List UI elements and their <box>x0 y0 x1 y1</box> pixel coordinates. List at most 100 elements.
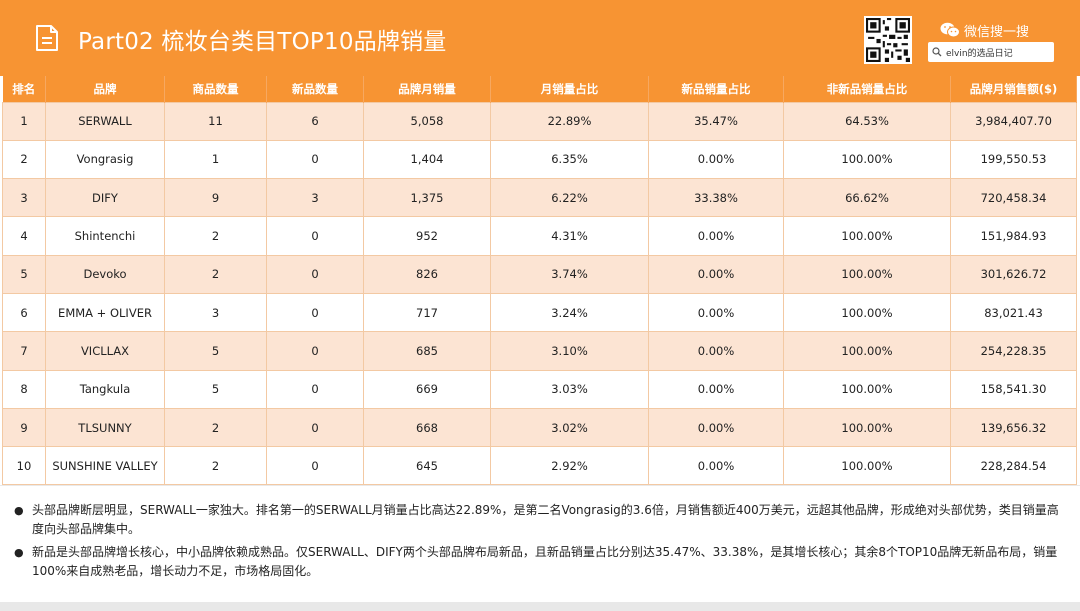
table-cell: 100.00% <box>783 254 951 294</box>
table-cell: 100.00% <box>783 331 951 371</box>
table-cell: 6.35% <box>490 139 649 180</box>
bullet-icon: ● <box>14 504 24 517</box>
table-cell: 3,984,407.70 <box>950 101 1077 141</box>
column-header: 新品数量 <box>266 76 364 102</box>
table-cell: 6 <box>2 292 46 333</box>
table-cell: 0 <box>266 254 364 294</box>
table-cell: 1,375 <box>363 178 491 218</box>
table-cell: 826 <box>363 254 491 294</box>
table-cell: 9 <box>2 407 46 448</box>
table-row: 7 VICLLAX 5 0 685 3.10% 0.00% 100.00% 254,228.35 <box>2 331 1077 371</box>
table-cell: 2 <box>2 139 46 180</box>
table-cell: 100.00% <box>783 139 951 180</box>
table-cell: 9 <box>164 178 267 218</box>
column-header: 新品销量占比 <box>648 76 784 102</box>
table-cell: Shintenchi <box>45 216 165 256</box>
column-header: 品牌月销售额($) <box>950 76 1077 102</box>
table-cell: 5 <box>164 331 267 371</box>
brand-sales-table: 排名 品牌 商品数量 新品数量 品牌月销量 月销量占比 新品销量占比 非新品销量… <box>2 76 1077 486</box>
column-header: 商品数量 <box>164 76 267 102</box>
table-cell: 0.00% <box>648 139 784 180</box>
table-cell: 228,284.54 <box>950 446 1077 486</box>
table-cell: 3 <box>2 178 46 218</box>
table-cell: 1 <box>2 101 46 141</box>
table-cell: 7 <box>2 331 46 371</box>
table-row: 8 Tangkula 5 0 669 3.03% 0.00% 100.00% 158,541.3… <box>2 369 1077 409</box>
table-cell: 0.00% <box>648 369 784 409</box>
table-cell: 100.00% <box>783 446 951 486</box>
bullet-icon: ● <box>14 546 24 559</box>
document-icon <box>36 25 58 51</box>
table-cell: VICLLAX <box>45 331 165 371</box>
table-cell: EMMA + OLIVER <box>45 292 165 333</box>
table-cell: 199,550.53 <box>950 139 1077 180</box>
table-cell: Devoko <box>45 254 165 294</box>
table-cell: 35.47% <box>648 101 784 141</box>
table-cell: 0.00% <box>648 216 784 256</box>
table-cell: 0 <box>266 407 364 448</box>
column-header: 品牌 <box>45 76 165 102</box>
table-cell: 0.00% <box>648 254 784 294</box>
table-cell: 6 <box>266 101 364 141</box>
table-cell: 2 <box>164 407 267 448</box>
table-row: 6 EMMA + OLIVER 3 0 717 3.24% 0.00% 100.00% 83,0… <box>2 292 1077 333</box>
table-cell: 3.74% <box>490 254 649 294</box>
table-row: 3 DIFY 9 3 1,375 6.22% 33.38% 66.62% 720,458.34 <box>2 178 1077 218</box>
table-cell: SERWALL <box>45 101 165 141</box>
note-item: ● 头部品牌断层明显，SERWALL一家独大。排名第一的SERWALL月销量占比… <box>14 501 1064 539</box>
table-cell: 2 <box>164 216 267 256</box>
table-cell: 0.00% <box>648 407 784 448</box>
table-cell: 645 <box>363 446 491 486</box>
table-cell: 139,656.32 <box>950 407 1077 448</box>
table-cell: 5 <box>164 369 267 409</box>
table-cell: 0 <box>266 216 364 256</box>
table-cell: 0.00% <box>648 331 784 371</box>
search-input[interactable]: elvin的选品日记 <box>928 42 1054 62</box>
table-cell: 254,228.35 <box>950 331 1077 371</box>
note-text: 新品是头部品牌增长核心，中小品牌依赖成熟品。仅SERWALL、DIFY两个头部品… <box>32 545 1058 578</box>
qr-code-icon <box>864 16 912 64</box>
table-cell: 3.24% <box>490 292 649 333</box>
table-cell: Tangkula <box>45 369 165 409</box>
table-cell: 3 <box>266 178 364 218</box>
table-cell: 0.00% <box>648 292 784 333</box>
summary-notes: ● 头部品牌断层明显，SERWALL一家独大。排名第一的SERWALL月销量占比… <box>0 485 1080 611</box>
table-cell: 0 <box>266 139 364 180</box>
table-cell: 66.62% <box>783 178 951 218</box>
search-icon <box>932 47 942 57</box>
table-cell: 22.89% <box>490 101 649 141</box>
table-cell: 3.02% <box>490 407 649 448</box>
table-row: 2 Vongrasig 1 0 1,404 6.35% 0.00% 100.00% 199,55… <box>2 139 1077 180</box>
table-cell: 1 <box>164 139 267 180</box>
note-item: ● 新品是头部品牌增长核心，中小品牌依赖成熟品。仅SERWALL、DIFY两个头… <box>14 543 1064 581</box>
column-header: 品牌月销量 <box>363 76 491 102</box>
table-cell: 2 <box>164 446 267 486</box>
table-row: 1 SERWALL 11 6 5,058 22.89% 35.47% 64.53% 3,984,… <box>2 101 1077 141</box>
table-row: 10 SUNSHINE VALLEY 2 0 645 2.92% 0.00% 100.00% 2… <box>2 446 1077 486</box>
table-cell: 100.00% <box>783 407 951 448</box>
table-cell: 11 <box>164 101 267 141</box>
table-cell: 10 <box>2 446 46 486</box>
table-row: 9 TLSUNNY 2 0 668 3.02% 0.00% 100.00% 139,656.32 <box>2 407 1077 448</box>
table-cell: 2 <box>164 254 267 294</box>
table-cell: 2.92% <box>490 446 649 486</box>
table-cell: 720,458.34 <box>950 178 1077 218</box>
table-cell: SUNSHINE VALLEY <box>45 446 165 486</box>
table-cell: 3 <box>164 292 267 333</box>
table-cell: 100.00% <box>783 216 951 256</box>
column-header: 排名 <box>2 76 46 102</box>
table-cell: 151,984.93 <box>950 216 1077 256</box>
page-title: Part02 梳妆台类目TOP10品牌销量 <box>78 29 447 55</box>
table-row: 5 Devoko 2 0 826 3.74% 0.00% 100.00% 301,626.72 <box>2 254 1077 294</box>
search-text: elvin的选品日记 <box>946 48 1013 59</box>
wechat-search-label: 微信搜一搜 <box>940 20 1029 40</box>
table-cell: 717 <box>363 292 491 333</box>
table-cell: 952 <box>363 216 491 256</box>
table-cell: DIFY <box>45 178 165 218</box>
table-cell: Vongrasig <box>45 139 165 180</box>
table-cell: 3.03% <box>490 369 649 409</box>
table-cell: 1,404 <box>363 139 491 180</box>
table-cell: 668 <box>363 407 491 448</box>
wechat-label-text: 微信搜一搜 <box>964 24 1030 40</box>
table-cell: 100.00% <box>783 369 951 409</box>
